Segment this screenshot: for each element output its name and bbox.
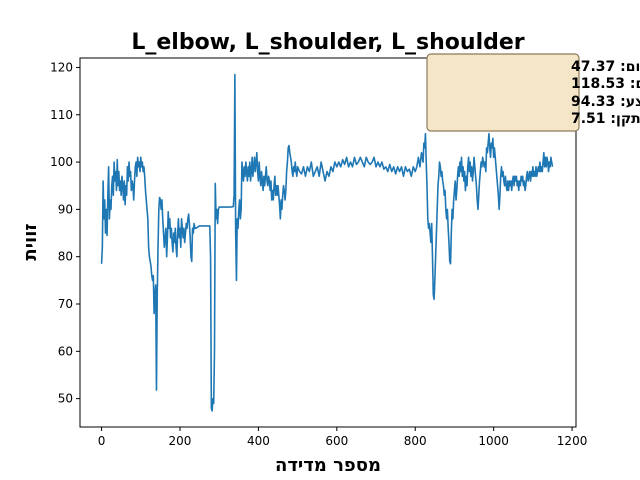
x-tick-label: 0 <box>98 434 106 448</box>
x-tick-label: 800 <box>404 434 427 448</box>
y-tick-label: 100 <box>50 155 73 169</box>
plot-area <box>100 73 554 412</box>
stat-stddev: סטיית תקן: 7.51 <box>571 111 640 127</box>
x-tick-label: 1200 <box>557 434 588 448</box>
x-tick-label: 200 <box>169 434 192 448</box>
x-tick-label: 600 <box>325 434 348 448</box>
x-tick-label: 1000 <box>478 434 509 448</box>
y-tick-label: 80 <box>58 250 73 264</box>
stats-box: מינימום: 47.37 מקסימום: 118.53 ממוצע: 94… <box>426 53 640 132</box>
x-axis: 0 200 400 600 800 1000 1200 <box>98 427 588 448</box>
stat-mean: ממוצע: 94.33 <box>571 94 640 110</box>
y-tick-label: 120 <box>50 60 73 74</box>
chart-title: L_elbow, L_shoulder, L_shoulder <box>131 30 524 55</box>
x-axis-label: מספר מדידה <box>275 455 381 476</box>
stats-box-background <box>426 53 580 132</box>
y-tick-label: 60 <box>58 344 73 358</box>
y-tick-label: 50 <box>58 392 73 406</box>
stat-min: מינימום: 47.37 <box>571 59 640 75</box>
plot-frame <box>79 57 577 428</box>
series-line-0 <box>100 73 554 412</box>
y-axis-label: זווית <box>20 223 41 260</box>
y-tick-label: 110 <box>50 108 73 122</box>
y-axis: 50 60 70 80 90 100 110 120 <box>50 60 80 406</box>
y-tick-label: 70 <box>58 297 73 311</box>
y-tick-label: 90 <box>58 202 73 216</box>
stat-max: מקסימום: 118.53 <box>571 76 640 92</box>
x-tick-label: 400 <box>247 434 270 448</box>
